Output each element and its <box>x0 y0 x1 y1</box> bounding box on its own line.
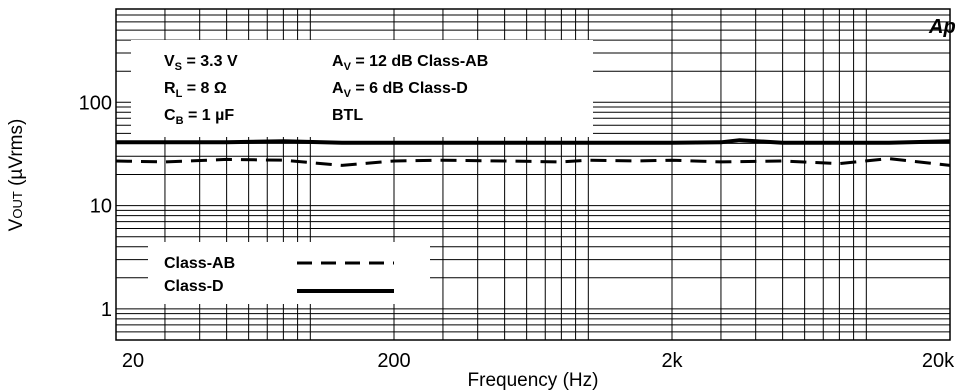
x-tick-label-3: 20k <box>922 350 955 372</box>
y-tick-label-2: 100 <box>79 92 112 114</box>
condition-cb: CB = 1 µF <box>164 107 234 127</box>
data-series <box>115 138 951 167</box>
legend-label-class-d: Class-D <box>164 278 224 295</box>
y-tick-labels: 1 10 100 <box>79 92 112 321</box>
x-tick-labels: 20 200 2k 20k <box>122 350 955 372</box>
x-tick-label-1: 200 <box>377 350 410 372</box>
series-line-class-ab <box>115 157 951 167</box>
x-tick-label-0: 20 <box>122 350 144 372</box>
legend: Class-AB Class-D <box>148 242 430 304</box>
legend-label-class-ab: Class-AB <box>164 255 235 272</box>
condition-av-classab: AV = 12 dB Class-AB <box>332 53 488 73</box>
plot-frame <box>115 8 951 341</box>
condition-btl: BTL <box>332 107 363 124</box>
y-axis-label: VOUT (µVrms) <box>6 119 27 232</box>
series-line-class-d <box>116 138 951 145</box>
condition-rl: RL = 8 Ω <box>164 80 227 100</box>
y-tick-label-1: 10 <box>90 196 112 218</box>
ap-logo: Ap <box>928 16 956 38</box>
condition-vs: VS = 3.3 V <box>164 53 238 73</box>
x-axis-label: Frequency (Hz) <box>468 370 599 390</box>
x-tick-label-2: 2k <box>661 350 683 372</box>
y-tick-label-0: 1 <box>101 299 112 321</box>
conditions-box: VS = 3.3 V RL = 8 Ω CB = 1 µF AV = 12 dB… <box>131 40 593 137</box>
condition-av-classd: AV = 6 dB Class-D <box>332 80 468 100</box>
